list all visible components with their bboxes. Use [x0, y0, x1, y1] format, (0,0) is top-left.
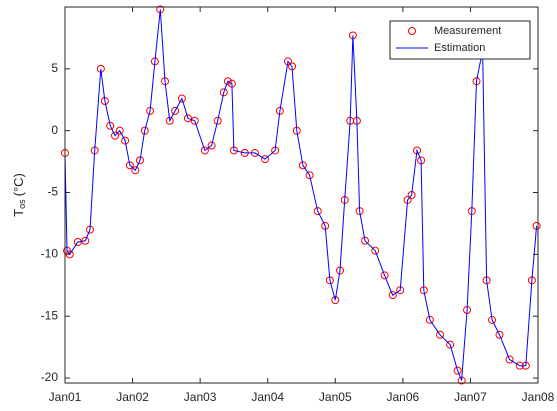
- measurement-marker: [136, 156, 145, 165]
- measurement-marker: [261, 155, 270, 164]
- measurement-marker: [115, 126, 124, 135]
- measurement-marker: [305, 171, 314, 180]
- measurement-marker: [171, 106, 180, 115]
- measurement-marker: [313, 207, 322, 216]
- measurement-marker: [371, 246, 380, 255]
- measurement-marker: [200, 146, 209, 155]
- x-tick-label: Jan08: [522, 390, 555, 404]
- x-tick-label: Jan02: [116, 390, 149, 404]
- measurement-marker: [81, 236, 90, 245]
- measurement-marker: [219, 88, 228, 97]
- measurement-marker: [331, 296, 340, 305]
- measurement-marker: [106, 121, 115, 130]
- x-tick-label: Jan04: [251, 390, 284, 404]
- x-tick-label: Jan07: [454, 390, 487, 404]
- measurement-marker: [446, 340, 455, 349]
- measurement-marker: [425, 315, 434, 324]
- estimation-line: [64, 9, 538, 381]
- measurement-marker: [111, 131, 120, 140]
- legend-label: Measurement: [434, 25, 501, 37]
- x-tick-label: Jan06: [387, 390, 420, 404]
- measurement-marker: [73, 238, 82, 246]
- measurement-marker: [453, 366, 462, 375]
- y-label-main: T: [11, 209, 26, 217]
- measurement-marker: [361, 236, 370, 245]
- y-tick-label: 0: [51, 123, 58, 137]
- measurement-marker: [125, 161, 134, 170]
- x-tick-label: Jan01: [49, 390, 82, 404]
- y-label-sub: os: [17, 199, 27, 209]
- axes-box: [64, 6, 539, 384]
- measurement-marker: [505, 355, 514, 364]
- y-tick-label: -20: [41, 370, 59, 384]
- legend-marker: [408, 27, 416, 35]
- measurement-marker: [436, 330, 445, 339]
- y-axis-label: Tos (°C): [11, 173, 27, 217]
- y-tick-label: -15: [41, 308, 59, 322]
- measurement-marker: [283, 57, 292, 66]
- x-tick-label: Jan03: [184, 390, 217, 404]
- measurement-marker: [380, 271, 389, 280]
- measurement-marker: [131, 166, 140, 175]
- measurement-marker: [495, 330, 504, 339]
- measurement-marker: [207, 141, 216, 150]
- measurement-marker: [190, 116, 199, 125]
- measurement-marker: [183, 114, 192, 123]
- x-tick-label: Jan05: [319, 390, 352, 404]
- measurement-marker: [140, 126, 149, 135]
- y-label-unit: (°C): [11, 173, 26, 196]
- measurement-marker: [223, 77, 232, 86]
- measurement-marker: [65, 250, 74, 259]
- measurement-marker: [298, 161, 307, 170]
- plot-area: [65, 7, 538, 383]
- measurement-marker: [121, 136, 130, 145]
- legend-label: Estimation: [434, 42, 485, 54]
- y-tick-label: 5: [51, 61, 58, 75]
- y-tick-label: -10: [41, 247, 59, 261]
- measurement-marker: [213, 116, 222, 125]
- y-tick-label: -5: [47, 185, 58, 199]
- measurement-marker: [388, 291, 397, 300]
- measurement-marker: [177, 94, 186, 103]
